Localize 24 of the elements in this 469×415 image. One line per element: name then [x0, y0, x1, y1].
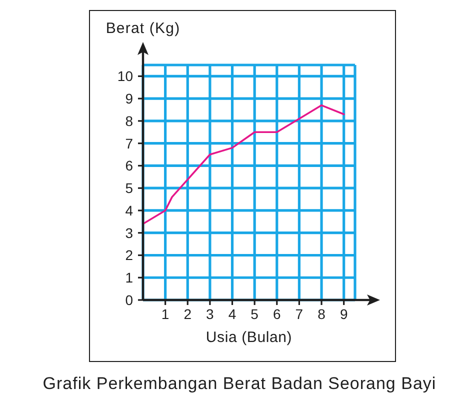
y-tick-label: 6: [125, 158, 134, 174]
x-tick-label: 3: [206, 306, 214, 322]
x-tick-label: 9: [340, 306, 348, 322]
y-tick-label: 5: [125, 180, 134, 196]
x-axis-title: Usia (Bulan): [204, 329, 294, 346]
x-tick-label: 5: [250, 306, 259, 322]
y-tick-label: 10: [117, 68, 134, 84]
y-tick-label: 0: [125, 292, 134, 308]
x-tick-label: 2: [184, 306, 192, 322]
x-tick-label: 6: [272, 306, 281, 322]
y-tick-label: 9: [125, 90, 134, 107]
y-tick-label: 7: [125, 135, 134, 152]
text: Grafik Perkembangan Berat Badan Seorang Bayi: [42, 374, 438, 394]
y-axis-title: Berat (Kg): [104, 20, 182, 37]
x-tick-label: 1: [161, 306, 170, 322]
y-tick-label: 8: [125, 112, 134, 129]
y-tick-label: 2: [125, 247, 134, 264]
y-tick-label: 3: [125, 224, 134, 241]
line-series: [143, 104, 345, 225]
y-tick-label: 4: [125, 202, 134, 218]
x-tick-label: 7: [295, 306, 304, 322]
x-tick-label: 4: [228, 306, 236, 322]
y-tick-label: 1: [125, 270, 134, 286]
x-tick-label: 8: [318, 306, 326, 322]
